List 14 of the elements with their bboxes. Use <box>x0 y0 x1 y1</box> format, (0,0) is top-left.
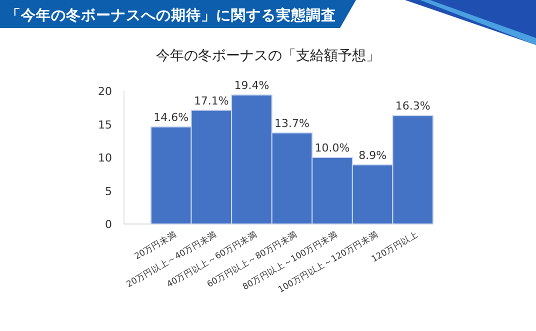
data-label: 16.3% <box>395 100 430 113</box>
y-tick-label: 5 <box>105 184 112 198</box>
data-label: 13.7% <box>274 116 310 130</box>
chart-title: 「今年の冬ボーナスへの期待」に関する実態調査 <box>6 6 336 24</box>
data-label: 8.9% <box>358 148 387 162</box>
data-label: 17.1% <box>194 94 229 108</box>
chart-subtitle: 今年の冬ボーナスの「支給額予想」 <box>156 48 380 64</box>
y-tick-label: 0 <box>105 218 112 231</box>
data-label: 10.0% <box>314 142 350 154</box>
y-tick-label: 15 <box>98 118 112 132</box>
y-tick-label: 20 <box>98 85 112 98</box>
data-label: 14.6% <box>154 110 189 124</box>
data-label: 19.4% <box>234 78 270 92</box>
y-tick-label: 10 <box>98 152 112 164</box>
